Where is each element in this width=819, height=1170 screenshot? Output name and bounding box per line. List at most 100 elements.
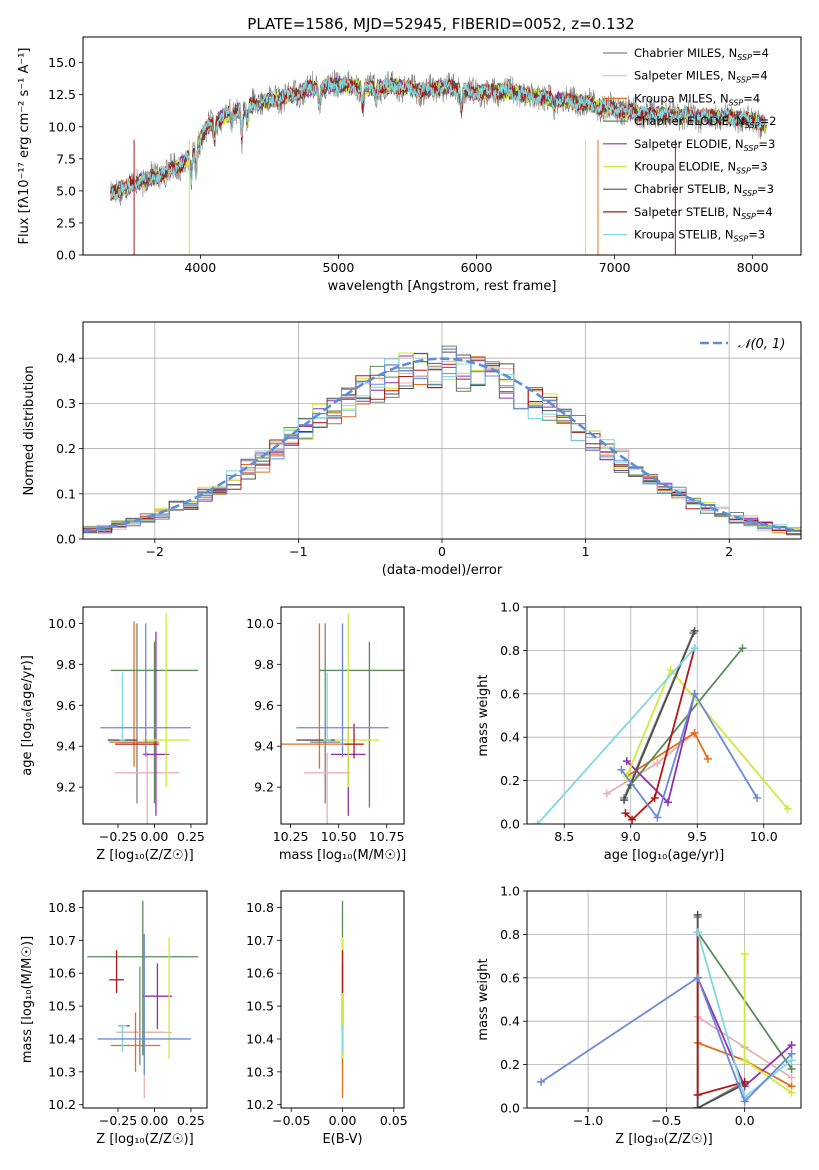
y-tick-label: 10.4 xyxy=(48,1031,76,1046)
x-tick-label: 0 xyxy=(438,544,446,559)
y-tick-label: 1.0 xyxy=(500,600,520,615)
x-axis-label: E(B-V) xyxy=(322,1132,362,1147)
legend-entry: Chabrier STELIB, NSSP=3 xyxy=(634,182,774,198)
legend-entry: Chabrier MILES, NSSP=4 xyxy=(634,46,769,62)
weight-marker xyxy=(693,973,702,982)
weight-marker xyxy=(787,1073,796,1082)
weight-marker xyxy=(740,1056,749,1065)
spectrum-title: PLATE=1586, MJD=52945, FIBERID=0052, z=0… xyxy=(247,15,634,33)
errorbar-point xyxy=(87,900,199,1056)
y-tick-label: 1.0 xyxy=(500,884,520,899)
y-axis-label: mass weight xyxy=(476,958,491,1040)
weight-marker xyxy=(703,754,712,763)
mass_vs_Z-errorbars xyxy=(87,900,199,1099)
y-tick-label: 0.4 xyxy=(500,730,520,745)
weight-marker xyxy=(621,809,630,818)
y-tick-label: 10.6 xyxy=(246,966,274,981)
weight-marker xyxy=(537,1077,546,1086)
y-tick-label: 0.0 xyxy=(500,817,520,832)
x-axis-label: age [log₁₀(age/yr)] xyxy=(604,848,725,863)
weight-marker xyxy=(787,1064,796,1073)
y-tick-label: 0.8 xyxy=(500,927,520,942)
age_vs_mass-axes: 10.25 10.50 10.75 9.2 9.4 9.6 9.8 10.0 mass [log… xyxy=(246,616,406,863)
y-tick-label: 0.2 xyxy=(56,441,76,456)
weight-marker xyxy=(787,1041,796,1050)
age_vs_Z-axes: −0.25 0.00 0.25 9.2 9.4 9.6 9.8 10.0 Z [log₁₀(Z/… xyxy=(20,616,205,863)
x-tick-label: 6000 xyxy=(461,260,493,275)
x-tick-label: 9.0 xyxy=(621,829,641,844)
y-tick-label: 0.6 xyxy=(500,686,520,701)
massweight_vs_age-axes: 8.5 9.0 9.5 10.0 0.0 0.2 0.4 0.6 0.8 1.0 age [log₁… xyxy=(476,600,801,863)
weight-marker xyxy=(693,928,702,937)
weight-marker xyxy=(620,796,629,805)
legend-entry: 𝒩(0, 1) xyxy=(738,337,785,352)
spectrum-curves xyxy=(110,69,767,255)
axes-frame xyxy=(82,321,802,540)
errorbar-point xyxy=(309,623,341,804)
spectrum-line-9 xyxy=(110,76,767,200)
x-tick-label: 0.0 xyxy=(735,1113,755,1128)
x-tick-label: 10.75 xyxy=(369,829,405,844)
weight-marker xyxy=(740,1097,749,1106)
weight-marker xyxy=(693,910,702,919)
axes-frame xyxy=(526,890,802,1109)
spectrum-legend: Chabrier MILES, NSSP=4 Salpeter MILES, NS… xyxy=(603,46,776,244)
x-tick-label: 9.5 xyxy=(687,829,707,844)
weight-marker xyxy=(690,626,699,635)
weight-marker xyxy=(666,665,675,674)
x-tick-label: 7000 xyxy=(599,260,631,275)
x-tick-label: 0.00 xyxy=(141,829,169,844)
legend-entry: Salpeter MILES, NSSP=4 xyxy=(634,69,768,85)
legend-entry: Kroupa ELODIE, NSSP=3 xyxy=(634,160,768,176)
y-tick-label: 0.2 xyxy=(500,773,520,788)
histogram-series-10 xyxy=(83,348,801,538)
errorbar-point xyxy=(115,752,180,824)
y-axis-label: Flux [fλ10⁻¹⁷ erg cm⁻² s⁻¹ A⁻¹] xyxy=(17,48,32,245)
x-tick-label: 1 xyxy=(582,544,590,559)
y-tick-label: 9.8 xyxy=(56,657,76,672)
y-tick-label: 10.0 xyxy=(246,616,274,631)
weight-marker xyxy=(653,813,662,822)
errorbar-point xyxy=(100,623,191,757)
legend-entry: Chabrier ELODIE, NSSP=2 xyxy=(634,114,776,130)
weight-series-4 xyxy=(630,647,744,786)
weight-marker xyxy=(690,728,699,737)
y-tick-label: 10.3 xyxy=(48,1064,76,1079)
errorbar-point xyxy=(142,963,172,1030)
weight-marker xyxy=(663,798,672,807)
errorbar-point xyxy=(142,631,170,816)
weight-series-9 xyxy=(536,647,696,824)
y-tick-label: 0.3 xyxy=(56,396,76,411)
y-tick-label: 9.4 xyxy=(254,739,274,754)
weight-marker xyxy=(783,804,792,813)
y-tick-label: 12.5 xyxy=(48,87,76,102)
axes-frame xyxy=(82,890,208,1109)
weight-marker xyxy=(740,949,749,958)
y-tick-label: 15.0 xyxy=(48,55,76,70)
y-tick-label: 9.2 xyxy=(56,780,76,795)
y-tick-label: 10.7 xyxy=(246,933,274,948)
y-tick-label: 0.4 xyxy=(56,351,76,366)
y-tick-label: 0.0 xyxy=(56,532,76,547)
y-tick-label: 9.2 xyxy=(254,780,274,795)
weight-series-10 xyxy=(620,691,758,820)
y-tick-label: 10.0 xyxy=(48,616,76,631)
x-axis-label: wavelength [Angstrom, rest frame] xyxy=(328,279,557,294)
weight-marker xyxy=(693,1090,702,1099)
legend-entry: Salpeter STELIB, NSSP=4 xyxy=(634,205,773,221)
y-tick-label: 10.7 xyxy=(48,933,76,948)
y-tick-label: 0.8 xyxy=(500,643,520,658)
errorbar-point xyxy=(119,623,155,804)
x-tick-label: 5000 xyxy=(323,260,355,275)
age_vs_mass-errorbars xyxy=(281,613,404,824)
x-tick-label: 2 xyxy=(725,544,733,559)
y-tick-label: 10.2 xyxy=(246,1097,274,1112)
y-axis-label: age [log₁₀(age/yr)] xyxy=(20,655,35,776)
legend-entry: Salpeter ELODIE, NSSP=3 xyxy=(634,137,775,153)
x-tick-label: 8000 xyxy=(737,260,769,275)
weight-marker xyxy=(653,759,662,768)
weight-marker xyxy=(650,793,659,802)
x-tick-label: −1.0 xyxy=(573,1113,603,1128)
residuals-axes: −2 −1 0 1 2 0.0 0.1 0.2 0.3 0.4 (data-model)/error… xyxy=(22,322,801,578)
errorbar-point xyxy=(344,723,364,759)
